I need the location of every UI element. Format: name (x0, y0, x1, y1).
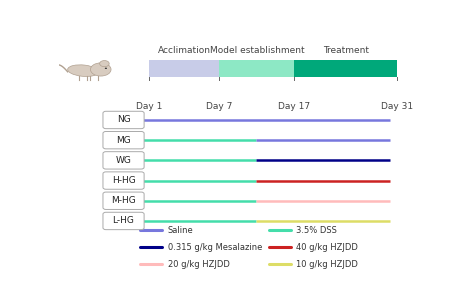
Text: 3.5% DSS: 3.5% DSS (296, 226, 337, 235)
FancyBboxPatch shape (103, 131, 144, 149)
Text: 40 g/kg HZJDD: 40 g/kg HZJDD (296, 243, 358, 252)
Bar (294, 60, 397, 77)
Text: Day 7: Day 7 (206, 102, 232, 111)
Text: Acclimation: Acclimation (158, 46, 210, 55)
Text: H-HG: H-HG (112, 176, 136, 185)
Text: Treatment: Treatment (323, 46, 369, 55)
FancyBboxPatch shape (103, 212, 144, 230)
FancyBboxPatch shape (103, 111, 144, 129)
Ellipse shape (68, 65, 99, 77)
FancyBboxPatch shape (103, 152, 144, 169)
Circle shape (91, 63, 111, 76)
Text: WG: WG (116, 156, 131, 165)
Text: Day 1: Day 1 (136, 102, 163, 111)
Text: 20 g/kg HZJDD: 20 g/kg HZJDD (168, 260, 229, 269)
Bar (149, 60, 219, 77)
Text: MG: MG (116, 136, 131, 145)
Circle shape (100, 61, 109, 67)
FancyBboxPatch shape (103, 172, 144, 189)
Text: 0.315 g/kg Mesalazine: 0.315 g/kg Mesalazine (168, 243, 262, 252)
Bar (219, 60, 294, 77)
Text: Day 17: Day 17 (278, 102, 310, 111)
Text: L-HG: L-HG (113, 217, 135, 225)
Text: Saline: Saline (168, 226, 193, 235)
Text: NG: NG (117, 116, 130, 124)
Circle shape (105, 68, 107, 69)
Text: 10 g/kg HZJDD: 10 g/kg HZJDD (296, 260, 358, 269)
Text: Model establishment: Model establishment (210, 46, 304, 55)
Text: Day 31: Day 31 (381, 102, 413, 111)
FancyBboxPatch shape (103, 192, 144, 210)
Text: M-HG: M-HG (111, 196, 136, 205)
